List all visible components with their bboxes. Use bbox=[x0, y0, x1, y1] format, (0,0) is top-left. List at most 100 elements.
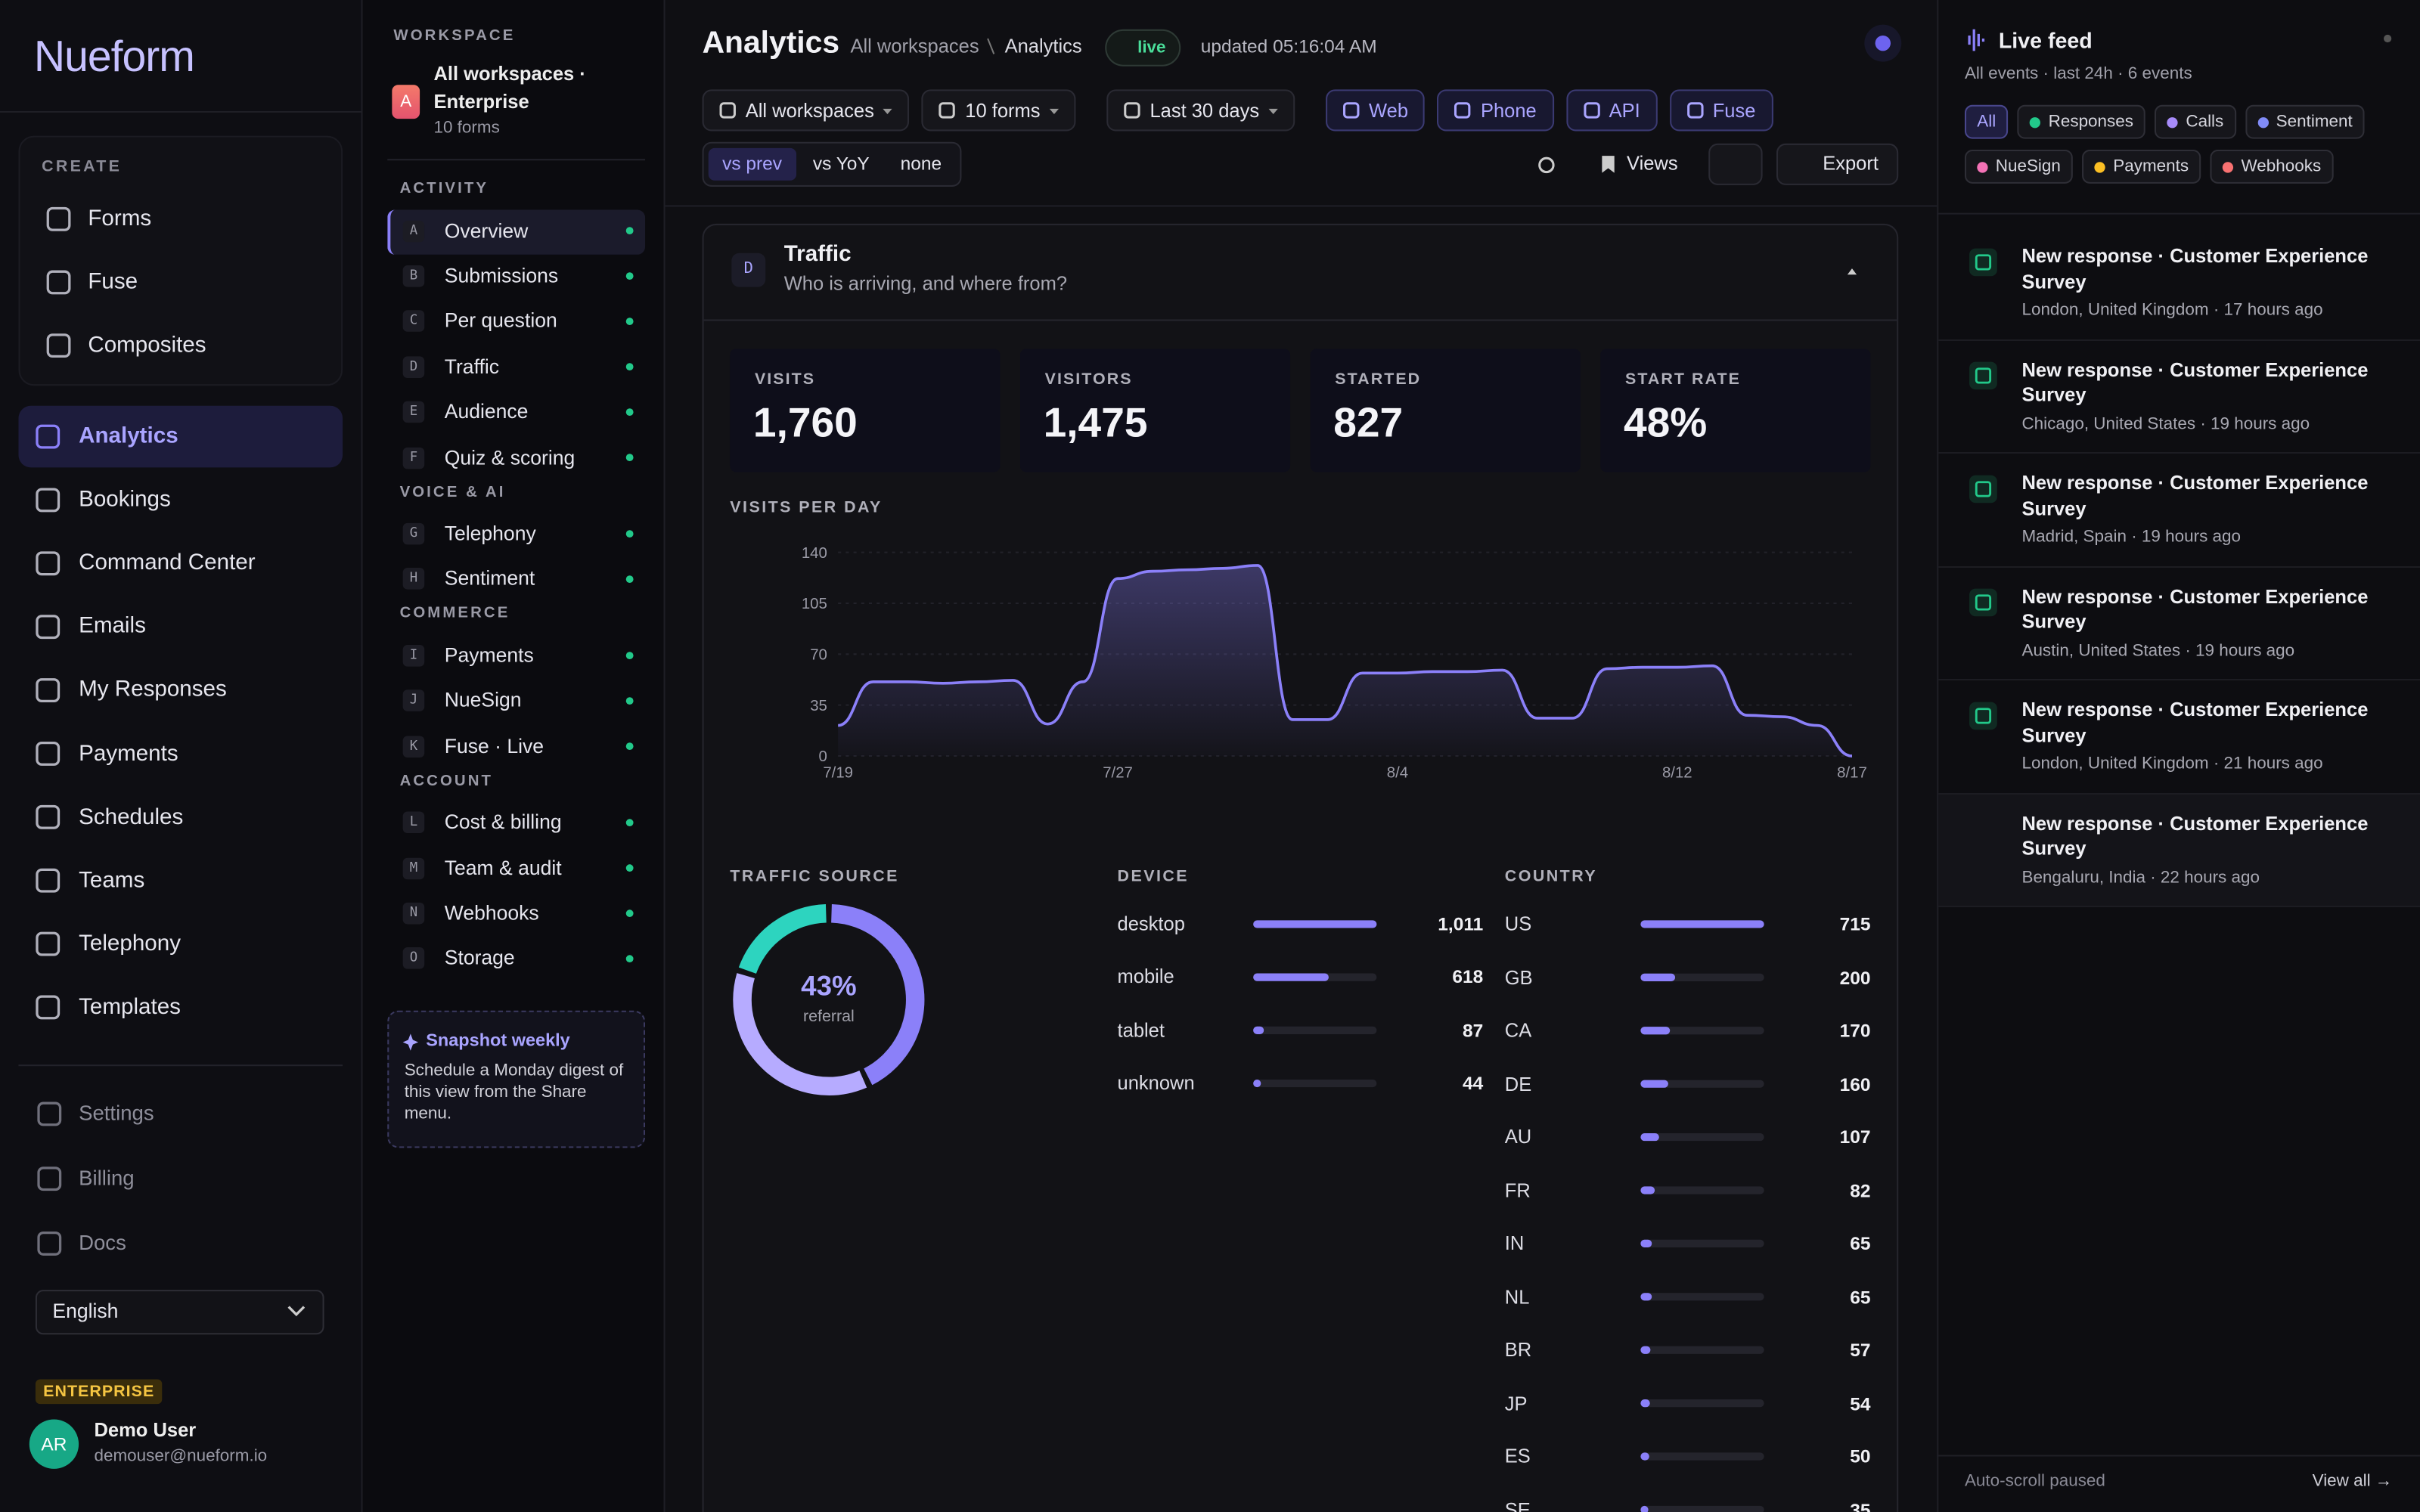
feed-item-title: New response · Customer Experience Surve… bbox=[2021, 585, 2369, 633]
bar bbox=[1640, 1505, 1649, 1512]
feed-item[interactable] bbox=[1938, 567, 2420, 680]
feed-item[interactable] bbox=[1938, 227, 2420, 340]
nav-item[interactable]: Bookings bbox=[79, 488, 171, 513]
nav-item[interactable]: Analytics bbox=[79, 424, 178, 449]
icon bbox=[36, 488, 60, 513]
subnav-item[interactable]: Fuse · Live bbox=[444, 733, 544, 758]
nav-item[interactable]: My Responses bbox=[79, 677, 227, 703]
feed-link[interactable]: View all → bbox=[2312, 1471, 2393, 1491]
country-value: 200 bbox=[1839, 966, 1871, 989]
nav-item[interactable]: Schedules bbox=[79, 804, 184, 830]
country-label: US bbox=[1504, 913, 1532, 935]
icon bbox=[37, 1101, 62, 1126]
subnav-item[interactable]: Telephony bbox=[444, 521, 536, 545]
subnav-item[interactable]: Payments bbox=[444, 643, 534, 667]
subnav-item[interactable]: Storage bbox=[444, 946, 515, 970]
compare-option[interactable]: none bbox=[900, 153, 942, 175]
subnav-item[interactable]: Per question bbox=[444, 308, 557, 333]
bell-button[interactable] bbox=[1708, 143, 1763, 185]
nav-item[interactable]: Teams bbox=[79, 868, 145, 893]
country-label: FR bbox=[1504, 1179, 1531, 1201]
views-button[interactable]: Views bbox=[1627, 153, 1678, 175]
channel-button[interactable]: Web bbox=[1325, 89, 1426, 132]
nav-item[interactable]: Templates bbox=[79, 995, 181, 1020]
feed-item[interactable] bbox=[1938, 680, 2420, 794]
item-key: H bbox=[402, 568, 425, 590]
user-name: Demo User bbox=[94, 1419, 197, 1442]
create-item[interactable]: Forms bbox=[88, 206, 152, 232]
feed-item[interactable] bbox=[1938, 340, 2420, 454]
nav-item[interactable]: Command Center bbox=[79, 550, 256, 576]
feed-item[interactable] bbox=[1938, 454, 2420, 567]
filter-chip[interactable]: Sentiment bbox=[2245, 104, 2366, 139]
bar-track bbox=[1640, 1399, 1764, 1408]
icon bbox=[46, 206, 71, 231]
x-tick-label: 7/19 bbox=[823, 765, 853, 782]
subnav-item[interactable]: Submissions bbox=[444, 263, 559, 287]
source-title: TRAFFIC SOURCE bbox=[730, 866, 899, 886]
nav-item[interactable]: Payments bbox=[79, 741, 178, 767]
country-value: 57 bbox=[1850, 1339, 1871, 1361]
subnav-item[interactable]: Team & audit bbox=[444, 855, 562, 879]
icon bbox=[37, 1231, 62, 1256]
icon bbox=[36, 742, 60, 766]
filter-button[interactable]: 10 forms bbox=[922, 89, 1076, 132]
subnav-item[interactable]: NueSign bbox=[444, 688, 522, 712]
compare-option[interactable]: vs YoY bbox=[812, 153, 870, 175]
donut-value: 43% bbox=[801, 970, 857, 1001]
compare-option[interactable]: vs prev bbox=[708, 147, 796, 181]
icon bbox=[939, 102, 956, 119]
subnav-item[interactable]: Sentiment bbox=[444, 566, 535, 590]
subnav-item[interactable]: Cost & billing bbox=[444, 810, 562, 834]
device-value: 87 bbox=[1462, 1019, 1484, 1042]
country-label: GB bbox=[1504, 966, 1533, 989]
channel-button[interactable]: Phone bbox=[1437, 89, 1554, 132]
user-email: demouser@nueform.io bbox=[94, 1447, 268, 1466]
feed-item[interactable] bbox=[1938, 794, 2420, 907]
subnav-active bbox=[387, 209, 646, 255]
filter-button[interactable]: Last 30 days bbox=[1106, 89, 1295, 132]
kpi-value: 1,760 bbox=[752, 399, 858, 446]
footer-nav-item[interactable]: Docs bbox=[79, 1231, 126, 1255]
feed-panel bbox=[1937, 0, 2420, 1512]
create-item[interactable]: Fuse bbox=[88, 270, 138, 295]
channel-button[interactable]: API bbox=[1565, 89, 1658, 132]
footer-nav-item[interactable]: Settings bbox=[79, 1101, 154, 1125]
nav-active bbox=[18, 405, 343, 468]
create-box bbox=[18, 135, 343, 386]
bar bbox=[1253, 1026, 1264, 1034]
collapse-caret bbox=[1847, 268, 1857, 275]
header-divider bbox=[665, 205, 1938, 207]
bar bbox=[1640, 1027, 1671, 1035]
export-button[interactable] bbox=[1776, 143, 1899, 185]
filter-chip[interactable]: NueSign bbox=[1964, 149, 2074, 184]
feed-status bbox=[2384, 34, 2392, 43]
chip-dot bbox=[2094, 161, 2106, 172]
subnav-item[interactable]: Overview bbox=[444, 218, 529, 242]
filter-chip[interactable]: Payments bbox=[2082, 149, 2201, 184]
create-item[interactable]: Composites bbox=[88, 333, 206, 358]
nav-item[interactable]: Emails bbox=[79, 614, 146, 640]
country-value: 50 bbox=[1850, 1445, 1871, 1467]
filter-chip[interactable]: Responses bbox=[2017, 104, 2146, 139]
icon bbox=[1686, 102, 1703, 119]
filter-chip[interactable]: All bbox=[1964, 104, 2009, 139]
subnav-item[interactable]: Audience bbox=[444, 399, 529, 423]
subnav-item[interactable]: Quiz & scoring bbox=[444, 445, 576, 469]
subnav-item[interactable]: Traffic bbox=[444, 354, 500, 378]
nav-item[interactable]: Telephony bbox=[79, 931, 181, 956]
filter-button[interactable]: All workspaces bbox=[702, 89, 910, 132]
channel-button[interactable]: Fuse bbox=[1669, 89, 1773, 132]
filter-chip[interactable]: Webhooks bbox=[2210, 149, 2334, 184]
filter-chip[interactable]: Calls bbox=[2155, 104, 2236, 139]
bar-track bbox=[1640, 1080, 1764, 1088]
bar-track bbox=[1640, 1293, 1764, 1301]
language-select[interactable] bbox=[35, 1290, 324, 1335]
footer-nav-item[interactable]: Billing bbox=[79, 1166, 135, 1190]
chip-label: Responses bbox=[2048, 112, 2133, 132]
device-value: 1,011 bbox=[1438, 913, 1484, 935]
avatar bbox=[29, 1419, 79, 1469]
subnav-item[interactable]: Webhooks bbox=[444, 900, 539, 925]
